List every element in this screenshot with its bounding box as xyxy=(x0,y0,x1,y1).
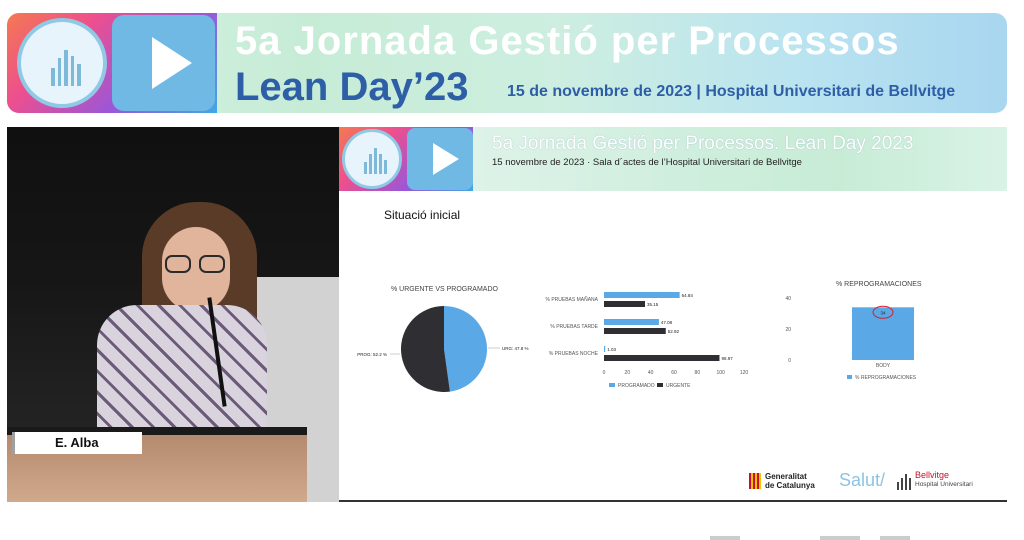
hbar-tick-label: 80 xyxy=(695,370,701,376)
pie-label: PROG: 52.2 % xyxy=(357,352,387,357)
legend-swatch xyxy=(657,383,663,387)
legend-label: % REPROGRAMACIONES xyxy=(855,375,917,381)
salut-logo: Salut/ xyxy=(839,470,886,490)
repro-tick-label: 0 xyxy=(788,358,791,364)
bottom-cutoff-strip xyxy=(700,530,930,540)
play-icon xyxy=(112,15,215,111)
hbar-chart: % PRUEBAS MAÑANA 64.84 35.15 % PRUEBAS TARD… xyxy=(545,292,749,389)
banner-logo-block xyxy=(7,13,217,113)
slide-logo-block xyxy=(339,127,473,191)
legend-swatch xyxy=(847,375,852,379)
generalitat-logo: Generalitat de Catalunya xyxy=(765,472,815,490)
catalunya-text: de Catalunya xyxy=(765,481,815,490)
speaker-glasses xyxy=(165,255,227,273)
section-title: Situació inicial xyxy=(384,208,461,222)
pie-chart: URG: 47.8 % PROG: 52.2 % xyxy=(357,306,529,392)
speaker-torso xyxy=(97,305,267,445)
hbar-tick-label: 120 xyxy=(740,370,749,376)
pie-slice xyxy=(444,306,487,392)
hbar-value-label: 1.03 xyxy=(607,347,616,352)
bellvitge-mark-icon xyxy=(897,474,911,490)
hbar-category-label: % PRUEBAS MAÑANA xyxy=(545,296,598,303)
legend-label: PROGRAMADO xyxy=(618,383,655,389)
highlight-circle xyxy=(872,305,894,319)
hospital-building-icon xyxy=(17,18,107,108)
legend-swatch xyxy=(609,383,615,387)
hbar-tick-label: 100 xyxy=(716,370,725,376)
hbar-category-label: % PRUEBAS TARDE xyxy=(550,324,598,330)
footer-logos: Generalitat de Catalunya Salut/ Bellvitg… xyxy=(749,470,989,494)
presentation-slide: 5a Jornada Gestió per Processos. Lean Da… xyxy=(339,127,1007,502)
pie-chart-title: % URGENTE VS PROGRAMADO xyxy=(391,286,498,293)
repro-category-label: BODY xyxy=(876,363,891,369)
hbar-tick-label: 0 xyxy=(603,370,606,376)
banner-date-location: 15 de novembre de 2023 | Hospital Univer… xyxy=(507,83,956,100)
banner-title-line1: 5a Jornada Gestió per Processos xyxy=(235,19,900,63)
speaker-name-tag: E. Alba xyxy=(12,432,142,454)
bellvitge-text: Bellvitge xyxy=(915,470,950,480)
hbar-bar xyxy=(604,292,680,298)
repro-chart: 40 20 0 34 BODY % REPROGRAMACIONES xyxy=(785,296,917,381)
hbar-bar xyxy=(604,328,666,334)
hbar-tick-label: 60 xyxy=(671,370,677,376)
play-icon xyxy=(407,128,473,190)
lectern-top xyxy=(7,427,307,435)
slide-header-subtitle: 15 novembre de 2023 · Sala d´actes de l’… xyxy=(492,157,802,168)
hbar-bar xyxy=(604,319,659,325)
hbar-tick-label: 40 xyxy=(648,370,654,376)
legend-label: URGENTE xyxy=(666,383,691,389)
repro-value-label: 34 xyxy=(880,310,886,315)
hbar-bar xyxy=(604,301,646,307)
speaker-name: E. Alba xyxy=(55,435,99,450)
hbar-value-label: 64.84 xyxy=(682,293,694,298)
repro-tick-label: 40 xyxy=(785,296,791,302)
repro-chart-title: % REPROGRAMACIONES xyxy=(836,281,922,288)
pie-label: URG: 47.8 % xyxy=(502,346,529,351)
hbar-tick-label: 20 xyxy=(625,370,631,376)
hbar-value-label: 47.08 xyxy=(661,320,673,325)
hospital-building-icon xyxy=(342,129,402,189)
speaker-video: E. Alba xyxy=(7,127,339,502)
hbar-value-label: 35.15 xyxy=(647,302,659,307)
hbar-bar xyxy=(604,346,606,352)
repro-bar xyxy=(852,307,914,360)
bellvitge-logo: Bellvitge Hospital Universitari xyxy=(915,471,973,489)
event-banner: 5a Jornada Gestió per Processos Lean Day… xyxy=(7,13,1007,113)
generalitat-text: Generalitat xyxy=(765,472,807,481)
hbar-value-label: 52.92 xyxy=(668,329,680,334)
generalitat-flag-icon xyxy=(749,473,761,489)
hbar-category-label: % PRUEBAS NOCHE xyxy=(549,351,599,357)
hbar-bar xyxy=(604,355,720,361)
banner-title-line2: Lean Day’23 xyxy=(235,65,469,109)
hbar-value-label: 98.97 xyxy=(721,356,733,361)
pie-slice xyxy=(401,306,450,392)
hospital-universitari-text: Hospital Universitari xyxy=(915,481,973,488)
slide-header-title: 5a Jornada Gestió per Processos. Lean Da… xyxy=(492,133,914,154)
repro-tick-label: 20 xyxy=(785,327,791,333)
